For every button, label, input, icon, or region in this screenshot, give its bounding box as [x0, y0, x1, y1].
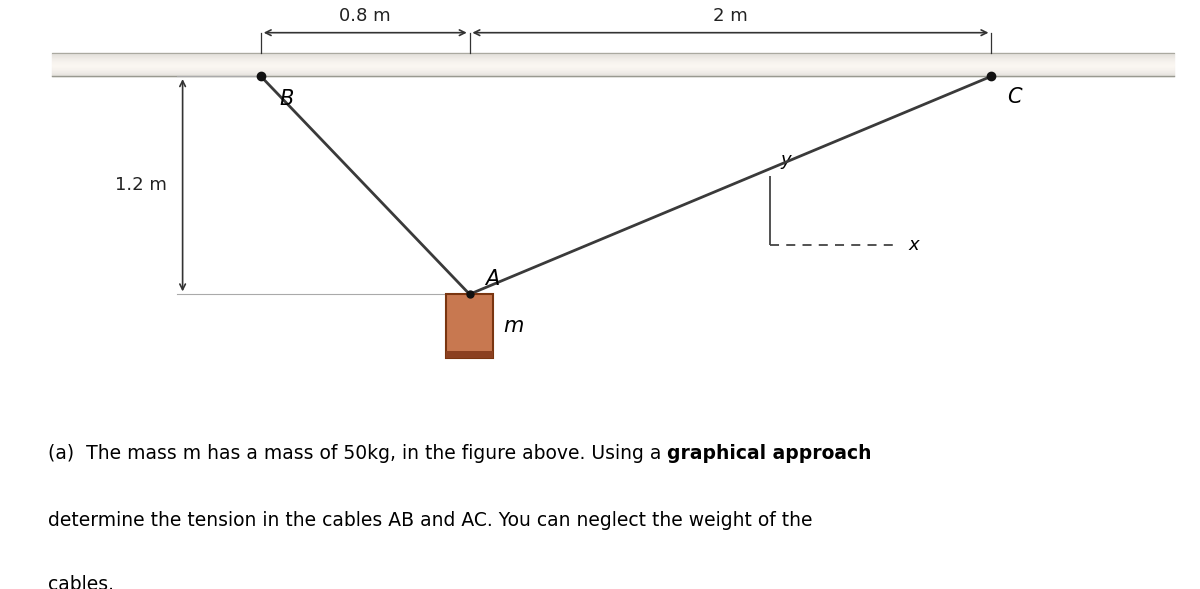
Text: C: C: [1007, 87, 1021, 107]
Bar: [446, 352, 493, 358]
Bar: [52, 62, 1174, 63]
Bar: [52, 63, 1174, 64]
Bar: [52, 72, 1174, 73]
Bar: [52, 53, 1174, 54]
Text: 0.8 m: 0.8 m: [340, 8, 391, 25]
Text: 1.2 m: 1.2 m: [115, 176, 167, 194]
Bar: [52, 57, 1174, 58]
Text: graphical approach: graphical approach: [667, 444, 872, 463]
Text: 2 m: 2 m: [713, 8, 748, 25]
Bar: [52, 61, 1174, 62]
Bar: [52, 71, 1174, 72]
Bar: [52, 58, 1174, 59]
Text: cables.: cables.: [48, 575, 114, 589]
Bar: [52, 54, 1174, 55]
Bar: [52, 70, 1174, 71]
Text: (a)  The mass m has a mass of 50kg, in the figure above. Using a: (a) The mass m has a mass of 50kg, in th…: [48, 444, 667, 463]
Bar: [52, 75, 1174, 76]
Text: m: m: [504, 316, 524, 336]
Bar: [52, 64, 1174, 65]
Bar: [52, 69, 1174, 70]
Bar: [52, 74, 1174, 75]
Text: B: B: [280, 89, 294, 109]
Text: A: A: [485, 269, 499, 289]
Bar: [52, 66, 1174, 67]
Bar: [52, 76, 1174, 77]
Bar: [52, 55, 1174, 56]
Bar: [52, 56, 1174, 57]
Bar: [52, 65, 1174, 66]
Text: y: y: [780, 151, 791, 169]
Bar: [52, 68, 1174, 69]
Bar: [52, 73, 1174, 74]
Bar: [52, 59, 1174, 60]
Text: determine the tension in the cables AB and AC. You can neglect the weight of the: determine the tension in the cables AB a…: [48, 511, 812, 530]
Bar: [52, 67, 1174, 68]
Bar: [52, 52, 1174, 53]
Text: x: x: [908, 236, 919, 254]
Bar: [52, 60, 1174, 61]
Bar: [446, 294, 493, 358]
